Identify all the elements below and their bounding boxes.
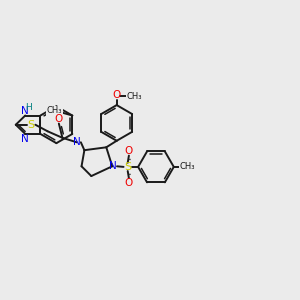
Text: O: O xyxy=(54,114,62,124)
Text: S: S xyxy=(124,162,131,172)
Text: O: O xyxy=(112,90,121,100)
Text: N: N xyxy=(109,161,117,171)
Text: CH₃: CH₃ xyxy=(127,92,142,101)
Text: CH₃: CH₃ xyxy=(179,162,195,171)
Text: S: S xyxy=(28,120,35,130)
Text: O: O xyxy=(125,178,133,188)
Text: N: N xyxy=(21,134,28,144)
Text: N: N xyxy=(21,106,28,116)
Text: CH₃: CH₃ xyxy=(47,106,62,115)
Text: N: N xyxy=(73,137,81,147)
Text: O: O xyxy=(125,146,133,156)
Text: H: H xyxy=(26,103,32,112)
